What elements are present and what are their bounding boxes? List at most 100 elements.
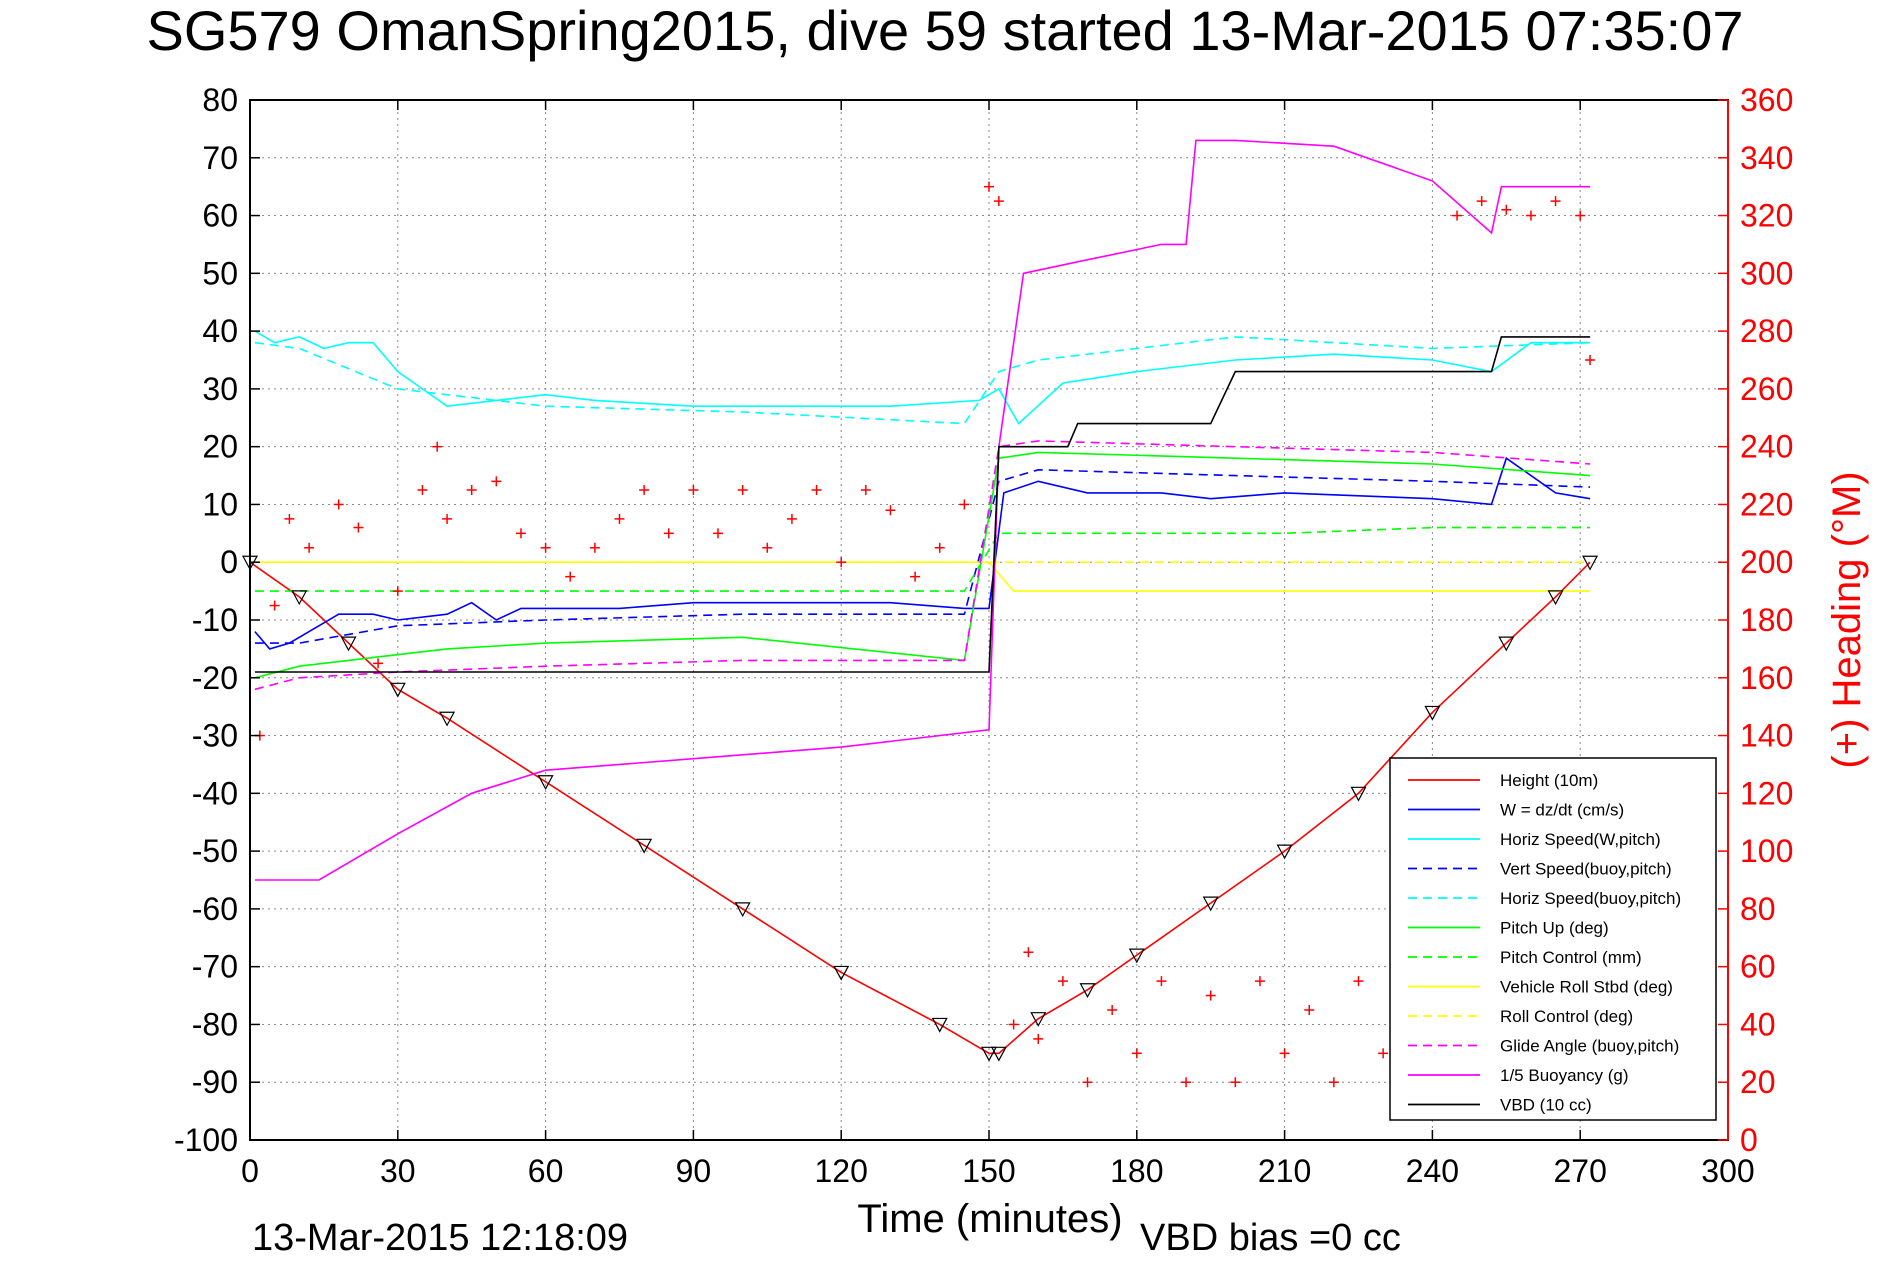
heading-point	[811, 485, 822, 495]
heading-point	[1023, 947, 1034, 958]
series-line-5	[254, 451, 1591, 679]
x-tick-label: 30	[380, 1153, 416, 1189]
heading-point	[565, 571, 576, 582]
heading-point	[269, 600, 280, 611]
right-y-tick-label: 80	[1740, 891, 1776, 927]
chart-title: SG579 OmanSpring2015, dive 59 started 13…	[146, 0, 1743, 62]
legend-entry-label: Horiz Speed(buoy,pitch)	[1500, 889, 1681, 908]
heading-point	[1033, 1033, 1044, 1044]
height-marker	[734, 902, 751, 918]
left-y-tick-label: -10	[192, 602, 238, 638]
heading-point	[1378, 1048, 1389, 1059]
legend: Height (10m) W = dz/dt (cm/s) Horiz Speed(…	[1389, 757, 1717, 1121]
heading-point	[1254, 976, 1265, 987]
heading-point	[304, 542, 315, 553]
footer-vbd-bias: VBD bias =0 cc	[1140, 1217, 1401, 1259]
heading-point	[353, 522, 364, 533]
right-y-tick-label: 140	[1740, 718, 1793, 754]
heading-point	[1353, 976, 1364, 987]
left-y-tick-label: 80	[202, 82, 238, 118]
height-marker	[1202, 896, 1219, 912]
height-marker	[1276, 844, 1293, 860]
right-y-tick-label: 40	[1740, 1006, 1776, 1042]
x-tick-label: 240	[1406, 1153, 1459, 1189]
series-line-10	[254, 139, 1591, 881]
heading-point	[491, 476, 502, 487]
heading-point	[417, 485, 428, 495]
heading-point	[540, 542, 551, 553]
left-y-tick-label: -90	[192, 1064, 238, 1100]
height-marker	[980, 1046, 998, 1062]
legend-entry-label: Height (10m)	[1500, 771, 1598, 790]
heading-point	[910, 571, 921, 582]
right-y-tick-label: 340	[1740, 140, 1793, 176]
heading-point	[639, 485, 650, 495]
series-line-1	[254, 456, 1591, 650]
heading-point	[1476, 196, 1487, 207]
series-group	[249, 139, 1591, 1055]
heading-point	[589, 542, 600, 553]
height-marker	[990, 1046, 1007, 1062]
heading-point	[1230, 1077, 1241, 1088]
right-y-tick-label: 220	[1740, 486, 1793, 522]
right-y-tick-label: 60	[1740, 949, 1776, 985]
left-y-tick-label: 50	[202, 255, 238, 291]
heading-point	[1585, 355, 1596, 365]
x-axis-ticks: 0 30 60 90 120 150 180 210 240 270 300	[241, 100, 1755, 1189]
legend-entry-label: Horiz Speed(W,pitch)	[1500, 830, 1661, 849]
heading-point	[993, 196, 1004, 207]
height-marker	[833, 965, 850, 981]
left-y-tick-label: 30	[202, 371, 238, 407]
heading-point	[1575, 210, 1586, 221]
left-y-tick-label: 0	[220, 544, 238, 580]
height-marker	[1582, 555, 1599, 571]
x-tick-label: 180	[1110, 1153, 1163, 1189]
left-y-tick-label: 70	[202, 140, 238, 176]
heading-point	[333, 499, 344, 510]
right-y-axis-ticks: 3603403203002802602402202001801601401201…	[1718, 82, 1793, 1158]
left-y-tick-label: -50	[192, 833, 238, 869]
height-marker	[389, 682, 406, 698]
x-axis-label: Time (minutes)	[857, 1197, 1122, 1241]
x-tick-label: 270	[1554, 1153, 1607, 1189]
heading-point	[442, 513, 453, 524]
height-marker	[340, 636, 357, 652]
right-y-tick-label: 320	[1740, 198, 1793, 234]
height-marker	[1424, 705, 1441, 721]
legend-entry-label: W = dz/dt (cm/s)	[1500, 801, 1624, 820]
left-y-axis-ticks: 80 70 60 50 40 30 20 10 0 -10 -20 -30 -40 -50 -60 -70 -8…	[174, 82, 260, 1158]
heading-point	[284, 513, 295, 524]
heading-point	[688, 485, 699, 495]
height-marker	[1547, 590, 1564, 606]
heading-point	[786, 513, 797, 524]
heading-point	[1501, 204, 1512, 215]
series-line-0	[249, 561, 1591, 1055]
heading-point	[1181, 1077, 1192, 1088]
heading-point	[466, 485, 477, 495]
heading-markers	[254, 181, 1596, 1088]
heading-point	[836, 557, 847, 568]
left-y-tick-label: -60	[192, 891, 238, 927]
heading-point	[737, 485, 748, 495]
left-y-tick-label: 10	[202, 486, 238, 522]
right-y-tick-label: 300	[1740, 255, 1793, 291]
left-y-tick-label: -80	[192, 1006, 238, 1042]
series-line-11	[254, 336, 1591, 673]
series-line-3	[254, 468, 1591, 644]
x-tick-label: 90	[676, 1153, 712, 1189]
right-y-tick-label: 240	[1740, 429, 1793, 465]
heading-point	[713, 528, 724, 539]
right-y-tick-label: 200	[1740, 544, 1793, 580]
left-y-tick-label: 40	[202, 313, 238, 349]
x-tick-label: 210	[1258, 1153, 1311, 1189]
x-tick-label: 120	[815, 1153, 868, 1189]
height-marker	[1350, 786, 1367, 802]
right-y-tick-label: 20	[1740, 1064, 1776, 1100]
heading-point	[1008, 1019, 1019, 1030]
right-y-tick-label: 180	[1740, 602, 1793, 638]
heading-point	[984, 181, 994, 192]
left-y-tick-label: -30	[192, 718, 238, 754]
height-marker	[636, 838, 653, 854]
heading-point	[515, 528, 526, 539]
